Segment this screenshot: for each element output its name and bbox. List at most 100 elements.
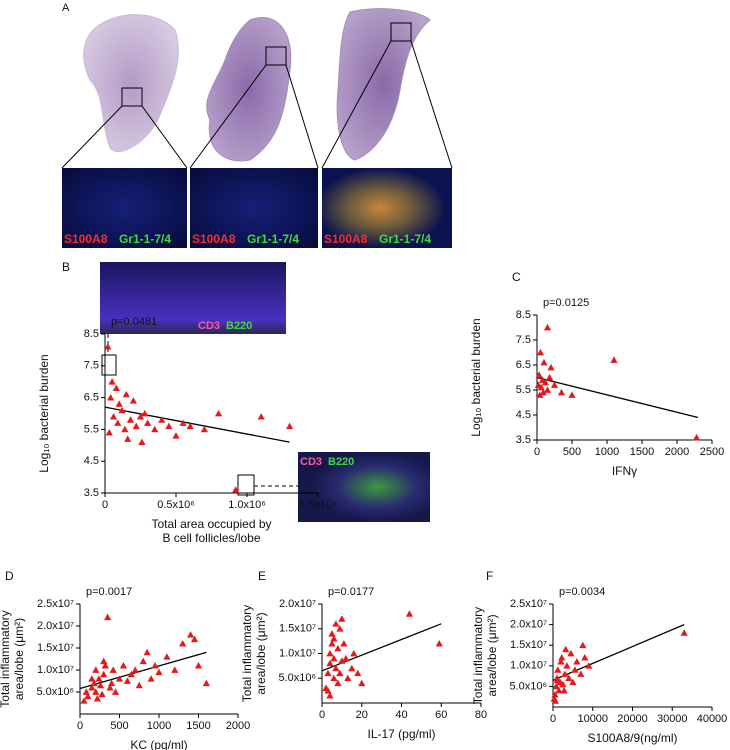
stain-label: B220 — [328, 456, 354, 468]
y-axis-label: Total inflammatory — [471, 607, 485, 704]
x-tick-label: 1000 — [595, 446, 619, 458]
data-point — [541, 378, 549, 386]
data-point — [135, 681, 143, 689]
y-tick-label: 1.5x10⁷ — [37, 642, 74, 654]
zoom-lines — [61, 40, 453, 169]
data-point — [155, 668, 163, 676]
data-point — [165, 422, 173, 430]
data-point — [553, 676, 561, 684]
y-tick-label: 1.0x10⁷ — [510, 660, 547, 672]
stain-label: Gr1-1-7/4 — [247, 232, 299, 246]
data-point — [172, 432, 180, 439]
x-tick-label: 2500 — [700, 446, 724, 458]
x-tick-label: 0 — [534, 446, 540, 458]
x-tick-label: 2000 — [665, 446, 689, 458]
data-point — [129, 397, 137, 404]
y-axis-label: area/lobe (μm²) — [12, 618, 26, 700]
x-tick-label: 0 — [319, 709, 325, 721]
data-point — [334, 679, 342, 687]
x-axis-label: IFNγ — [612, 464, 637, 478]
data-point — [121, 425, 129, 433]
data-point — [551, 697, 559, 704]
y-axis-label: Total inflammatory — [0, 610, 12, 707]
data-point — [88, 675, 96, 682]
data-point — [138, 438, 146, 445]
x-tick-label: 1.5x10⁶ — [299, 499, 337, 511]
data-point — [100, 657, 108, 665]
x-tick-label: 10000 — [577, 713, 608, 725]
stain-label: B220 — [226, 320, 252, 332]
data-point — [332, 664, 340, 672]
x-tick-label: 0 — [77, 720, 83, 732]
stain-label: Gr1-1-7/4 — [379, 232, 431, 246]
y-tick-label: 7.5 — [84, 360, 99, 372]
data-point — [535, 371, 543, 378]
data-point — [348, 664, 356, 672]
data-point — [171, 666, 179, 673]
data-point — [550, 381, 559, 388]
panel-label: B — [62, 260, 70, 274]
panel-label: E — [258, 569, 266, 583]
annotation: p=0.0125 — [543, 297, 589, 309]
data-point — [547, 363, 555, 371]
lung-section — [83, 14, 179, 153]
y-tick-label: 4.5 — [516, 409, 531, 421]
data-point — [534, 381, 542, 388]
data-point — [104, 613, 112, 621]
data-point — [554, 666, 562, 673]
y-tick-label: 2.0x10⁷ — [279, 598, 316, 610]
y-tick-label: 5.0x10⁶ — [36, 686, 74, 698]
data-point — [194, 662, 203, 669]
panel-label: A — [62, 2, 70, 14]
x-axis-label: KC (pg/ml) — [130, 738, 187, 750]
y-axis-label: Total inflammatory — [240, 605, 254, 702]
highlight-box — [101, 354, 117, 376]
fluorescence-image — [62, 168, 187, 248]
data-point — [107, 394, 115, 401]
data-point — [215, 409, 223, 417]
x-tick-label: 40000 — [697, 713, 728, 725]
annotation: p=0.0017 — [86, 586, 132, 598]
data-point — [105, 428, 113, 436]
data-point — [109, 413, 118, 420]
x-tick-label: 500 — [110, 720, 128, 732]
data-point — [568, 391, 576, 398]
y-tick-label: 5.0x10⁶ — [278, 672, 316, 684]
data-point — [536, 348, 545, 356]
data-point — [144, 419, 152, 426]
data-point — [186, 422, 194, 430]
data-point — [114, 419, 122, 426]
y-axis-label: Log₁₀ bacterial burden — [37, 354, 51, 472]
data-point — [328, 630, 336, 637]
data-point — [151, 662, 159, 669]
data-point — [336, 625, 344, 632]
y-tick-label: 5.5 — [516, 384, 531, 396]
stain-label: Gr1-1-7/4 — [119, 232, 171, 246]
data-point — [610, 356, 618, 363]
data-point — [100, 670, 108, 678]
data-point — [567, 649, 575, 657]
data-point — [563, 662, 571, 669]
data-point — [330, 674, 338, 682]
data-point — [326, 649, 334, 657]
y-tick-label: 3.5 — [84, 487, 99, 499]
y-tick-label: 2.5x10⁷ — [37, 598, 74, 610]
data-point — [123, 677, 131, 684]
data-point — [84, 692, 92, 700]
x-axis-label: S100A8/9(ng/ml) — [587, 731, 677, 745]
data-point — [88, 684, 96, 691]
data-point — [122, 390, 130, 398]
data-point — [581, 653, 589, 661]
data-point — [136, 413, 145, 420]
data-point — [109, 666, 117, 673]
data-point — [539, 388, 547, 396]
x-tick-label: 0 — [102, 499, 108, 511]
data-point — [562, 645, 570, 653]
data-point — [579, 641, 587, 649]
data-point — [565, 674, 573, 682]
data-point — [179, 640, 187, 647]
data-point — [344, 674, 352, 682]
data-point — [555, 686, 563, 694]
x-tick-label: 1500 — [630, 446, 654, 458]
data-point — [543, 323, 552, 331]
